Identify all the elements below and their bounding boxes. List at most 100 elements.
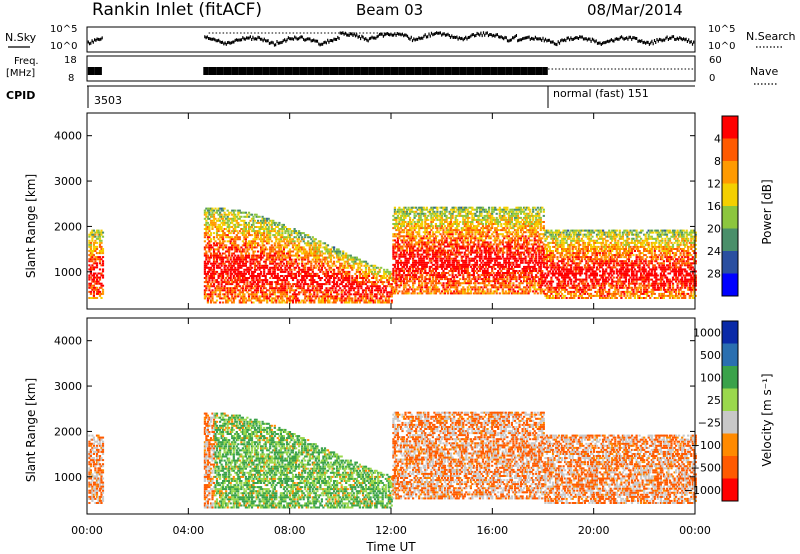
- range-cell: [302, 289, 305, 292]
- range-cell: [273, 272, 276, 275]
- range-cell: [412, 259, 415, 262]
- range-cell: [352, 283, 355, 286]
- range-cell: [393, 265, 396, 268]
- range-cell: [285, 260, 289, 263]
- range-cell: [498, 278, 501, 281]
- range-cell: [263, 240, 266, 243]
- range-cell: [460, 241, 463, 244]
- range-cell: [316, 264, 319, 267]
- range-cell: [88, 239, 91, 242]
- range-cell: [500, 218, 503, 221]
- range-cell: [466, 237, 469, 240]
- range-cell: [101, 290, 105, 293]
- range-cell: [419, 290, 422, 293]
- range-cell: [270, 260, 273, 263]
- range-cell: [250, 266, 254, 269]
- range-cell: [298, 258, 301, 261]
- range-cell: [282, 270, 285, 273]
- range-cell: [501, 255, 504, 258]
- range-cell: [448, 263, 451, 266]
- range-cell: [413, 206, 416, 209]
- range-cell: [208, 236, 211, 239]
- range-cell: [424, 265, 427, 268]
- range-cell: [237, 258, 240, 261]
- range-cell: [450, 286, 453, 289]
- range-cell: [246, 250, 249, 253]
- range-cell: [226, 299, 229, 302]
- range-cell: [252, 270, 255, 273]
- range-cell: [415, 225, 418, 228]
- range-cell: [425, 288, 428, 291]
- range-cell: [222, 221, 225, 224]
- range-cell: [418, 257, 421, 260]
- range-cell: [393, 290, 396, 293]
- range-cell: [253, 232, 257, 235]
- range-cell: [395, 280, 398, 283]
- range-cell: [404, 267, 407, 270]
- range-cell: [354, 291, 357, 294]
- range-cell: [431, 270, 434, 272]
- range-cell: [282, 289, 285, 292]
- range-cell: [471, 259, 474, 262]
- range-cell: [320, 291, 323, 294]
- range-cell: [253, 270, 257, 273]
- range-cell: [290, 240, 293, 243]
- range-cell: [465, 261, 468, 264]
- range-cell: [311, 287, 314, 290]
- range-cell: [371, 277, 374, 279]
- range-cell: [214, 240, 217, 243]
- range-cell: [217, 295, 220, 298]
- range-cell: [425, 278, 428, 281]
- range-cell: [451, 214, 454, 217]
- range-cell: [430, 216, 433, 219]
- range-cell: [252, 258, 255, 261]
- range-cell: [419, 216, 422, 219]
- range-cell: [474, 237, 477, 240]
- range-cell: [293, 248, 296, 251]
- range-cell: [440, 225, 444, 228]
- range-cell: [316, 272, 319, 275]
- range-cell: [396, 267, 399, 270]
- range-cell: [402, 282, 406, 285]
- range-cell: [255, 268, 258, 271]
- range-cell: [419, 249, 422, 252]
- range-cell: [281, 240, 284, 243]
- range-cell: [409, 227, 412, 230]
- range-cell: [291, 250, 295, 253]
- range-cell: [401, 231, 404, 234]
- range-cell: [415, 263, 418, 266]
- range-cell: [463, 259, 466, 262]
- range-cell: [454, 233, 457, 236]
- range-cell: [360, 287, 363, 290]
- range-cell: [351, 264, 354, 267]
- range-cell: [450, 225, 453, 228]
- range-cell: [208, 211, 211, 214]
- range-cell: [399, 259, 403, 262]
- range-cell: [491, 270, 494, 272]
- range-cell: [301, 238, 304, 241]
- range-cell: [489, 212, 492, 215]
- range-cell: [437, 231, 441, 234]
- range-cell: [203, 254, 206, 257]
- range-cell: [463, 218, 466, 221]
- range-cell: [272, 287, 275, 290]
- range-cell: [477, 233, 480, 236]
- range-cell: [419, 237, 422, 240]
- range-cell: [430, 257, 433, 260]
- range-cell: [240, 258, 243, 261]
- range-cell: [492, 290, 495, 293]
- range-cell: [237, 256, 240, 259]
- range-cell: [410, 235, 413, 238]
- range-cell: [266, 289, 269, 292]
- range-cell: [278, 279, 281, 282]
- range-cell: [270, 281, 273, 284]
- range-cell: [238, 299, 241, 302]
- range-cell: [445, 272, 448, 274]
- range-cell: [219, 207, 222, 210]
- range-cell: [393, 223, 396, 225]
- range-cell: [313, 266, 316, 269]
- range-cell: [483, 249, 486, 252]
- range-cell: [402, 229, 406, 232]
- range-cell: [323, 299, 327, 302]
- range-cell: [433, 243, 436, 246]
